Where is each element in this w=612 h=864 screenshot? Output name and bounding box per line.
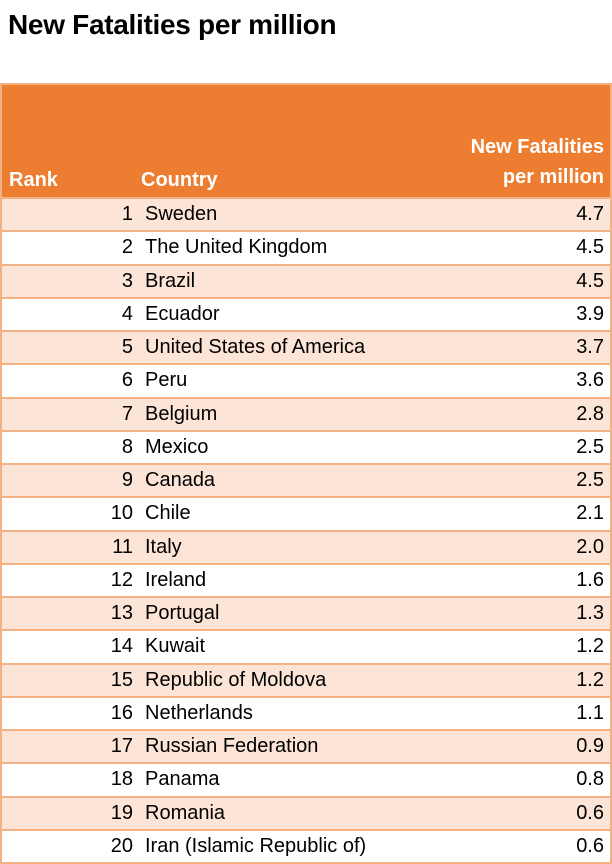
column-header-rank: Rank bbox=[9, 169, 58, 191]
table-row: 16 Netherlands 1.1 bbox=[2, 695, 610, 729]
value-cell: 0.6 bbox=[576, 801, 604, 824]
country-cell: Mexico bbox=[145, 435, 209, 458]
country-cell: Republic of Moldova bbox=[145, 668, 327, 691]
table-row: 14 Kuwait 1.2 bbox=[2, 629, 610, 663]
rank-cell: 19 bbox=[110, 801, 133, 824]
rank-cell: 1 bbox=[121, 203, 133, 226]
table-row: 5 United States of America 3.7 bbox=[2, 330, 610, 364]
value-cell: 1.1 bbox=[576, 701, 604, 724]
country-cell: The United Kingdom bbox=[145, 236, 328, 259]
column-header-country: Country bbox=[141, 169, 218, 191]
country-cell: Netherlands bbox=[145, 701, 253, 724]
country-cell: Ireland bbox=[145, 568, 207, 591]
rank-cell: 20 bbox=[110, 834, 133, 857]
rank-cell: 12 bbox=[110, 568, 133, 591]
table-row: 9 Canada 2.5 bbox=[2, 463, 610, 497]
country-cell: Chile bbox=[145, 502, 191, 525]
value-cell: 0.8 bbox=[576, 768, 604, 791]
rank-cell: 15 bbox=[110, 668, 133, 691]
country-cell: Ecuador bbox=[145, 302, 220, 325]
table-row: 10 Chile 2.1 bbox=[2, 496, 610, 530]
value-cell: 2.0 bbox=[576, 535, 604, 558]
value-cell: 0.9 bbox=[576, 735, 604, 758]
country-cell: Kuwait bbox=[145, 635, 206, 658]
value-cell: 2.8 bbox=[576, 402, 604, 425]
table-row: 13 Portugal 1.3 bbox=[2, 596, 610, 630]
country-cell: United States of America bbox=[145, 336, 366, 359]
table-row: 19 Romania 0.6 bbox=[2, 795, 610, 829]
value-cell: 1.2 bbox=[576, 668, 604, 691]
rank-cell: 13 bbox=[110, 602, 133, 625]
value-cell: 2.1 bbox=[576, 502, 604, 525]
country-cell: Brazil bbox=[145, 269, 196, 292]
value-cell: 4.5 bbox=[576, 269, 604, 292]
page-title: New Fatalities per million bbox=[8, 9, 337, 40]
table-row: 15 Republic of Moldova 1.2 bbox=[2, 662, 610, 696]
rank-cell: 18 bbox=[110, 768, 133, 791]
table-row: 2 The United Kingdom 4.5 bbox=[2, 230, 610, 264]
country-cell: Panama bbox=[145, 768, 220, 791]
table-row: 6 Peru 3.6 bbox=[2, 363, 610, 397]
rank-cell: 5 bbox=[121, 336, 133, 359]
value-cell: 1.3 bbox=[576, 602, 604, 625]
rank-cell: 9 bbox=[121, 469, 133, 492]
value-cell: 3.6 bbox=[576, 369, 604, 392]
value-cell: 2.5 bbox=[576, 435, 604, 458]
value-cell: 2.5 bbox=[576, 469, 604, 492]
rank-cell: 3 bbox=[121, 269, 133, 292]
table-row: 17 Russian Federation 0.9 bbox=[2, 729, 610, 763]
country-cell: Peru bbox=[145, 369, 188, 392]
rank-cell: 6 bbox=[121, 369, 133, 392]
table-row: 20 Iran (Islamic Republic of) 0.6 bbox=[2, 828, 610, 862]
country-cell: Portugal bbox=[145, 602, 220, 625]
country-cell: Romania bbox=[145, 801, 226, 824]
value-cell: 4.5 bbox=[576, 236, 604, 259]
value-cell: 0.6 bbox=[576, 834, 604, 857]
country-cell: Italy bbox=[145, 535, 182, 558]
country-cell: Sweden bbox=[145, 203, 218, 226]
table-row: 4 Ecuador 3.9 bbox=[2, 296, 610, 330]
table-row: 8 Mexico 2.5 bbox=[2, 429, 610, 463]
table-row: 11 Italy 2.0 bbox=[2, 529, 610, 563]
column-header-value: New Fatalities per million bbox=[470, 136, 604, 188]
value-cell: 3.7 bbox=[576, 336, 604, 359]
table-row: 3 Brazil 4.5 bbox=[2, 263, 610, 297]
rank-cell: 7 bbox=[121, 402, 133, 425]
value-cell: 4.7 bbox=[576, 203, 604, 226]
rank-cell: 8 bbox=[121, 435, 133, 458]
country-cell: Canada bbox=[145, 469, 216, 492]
table-row: 18 Panama 0.8 bbox=[2, 762, 610, 796]
value-cell: 1.6 bbox=[576, 568, 604, 591]
country-cell: Iran (Islamic Republic of) bbox=[145, 834, 367, 857]
table-row: 7 Belgium 2.8 bbox=[2, 396, 610, 430]
country-cell: Belgium bbox=[145, 402, 218, 425]
country-cell: Russian Federation bbox=[145, 735, 319, 758]
table-body: 1 Sweden 4.7 2 The United Kingdom 4.5 3 … bbox=[2, 197, 610, 862]
rank-cell: 10 bbox=[110, 502, 133, 525]
rank-cell: 16 bbox=[110, 701, 133, 724]
value-cell: 3.9 bbox=[576, 302, 604, 325]
table-row: 12 Ireland 1.6 bbox=[2, 562, 610, 596]
rank-cell: 17 bbox=[110, 735, 133, 758]
rank-cell: 2 bbox=[121, 236, 133, 259]
table-row: 1 Sweden 4.7 bbox=[2, 197, 610, 231]
rank-cell: 14 bbox=[110, 635, 133, 658]
value-cell: 1.2 bbox=[576, 635, 604, 658]
table-header-row: Rank Country New Fatalities per million bbox=[2, 85, 610, 197]
rank-cell: 4 bbox=[121, 302, 133, 325]
fatalities-table: Rank Country New Fatalities per million … bbox=[0, 83, 612, 864]
rank-cell: 11 bbox=[112, 535, 133, 558]
